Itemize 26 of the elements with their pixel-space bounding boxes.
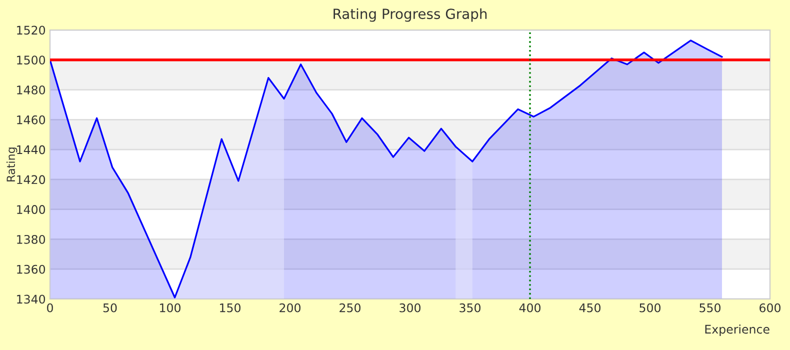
x-tick-label: 150 [220, 303, 240, 312]
chart-title: Rating Progress Graph [334, 8, 487, 22]
x-tick-label: 600 [760, 303, 780, 312]
y-tick-label: 1380 [17, 234, 46, 244]
y-tick-label: 1360 [17, 264, 46, 274]
y-tick-label: 1500 [17, 56, 46, 65]
x-tick-label: 400 [519, 303, 540, 312]
y-tick-label: 1440 [17, 145, 46, 154]
x-tick-label: 250 [340, 303, 360, 312]
x-tick-label: 550 [700, 303, 720, 312]
x-tick-label: 50 [103, 303, 117, 312]
y-tick-label: 1460 [17, 115, 46, 124]
x-tick-label: 500 [640, 303, 660, 312]
y-tick-label: 1420 [17, 175, 46, 184]
y-tick-label: 1520 [17, 26, 46, 35]
x-tick-label: 200 [280, 303, 300, 312]
y-axis-title: Rating [6, 148, 18, 182]
x-tick-label: 100 [160, 303, 180, 312]
x-tick-label: 300 [400, 303, 420, 312]
y-tick-label: 1480 [17, 86, 46, 94]
x-tick-label: 350 [460, 303, 480, 312]
x-tick-label: 0 [47, 303, 53, 312]
y-tick-label: 1400 [17, 205, 46, 214]
y-tick-label: 1340 [17, 294, 46, 304]
x-axis-title: Experience [705, 324, 770, 336]
x-tick-label: 450 [579, 303, 600, 312]
